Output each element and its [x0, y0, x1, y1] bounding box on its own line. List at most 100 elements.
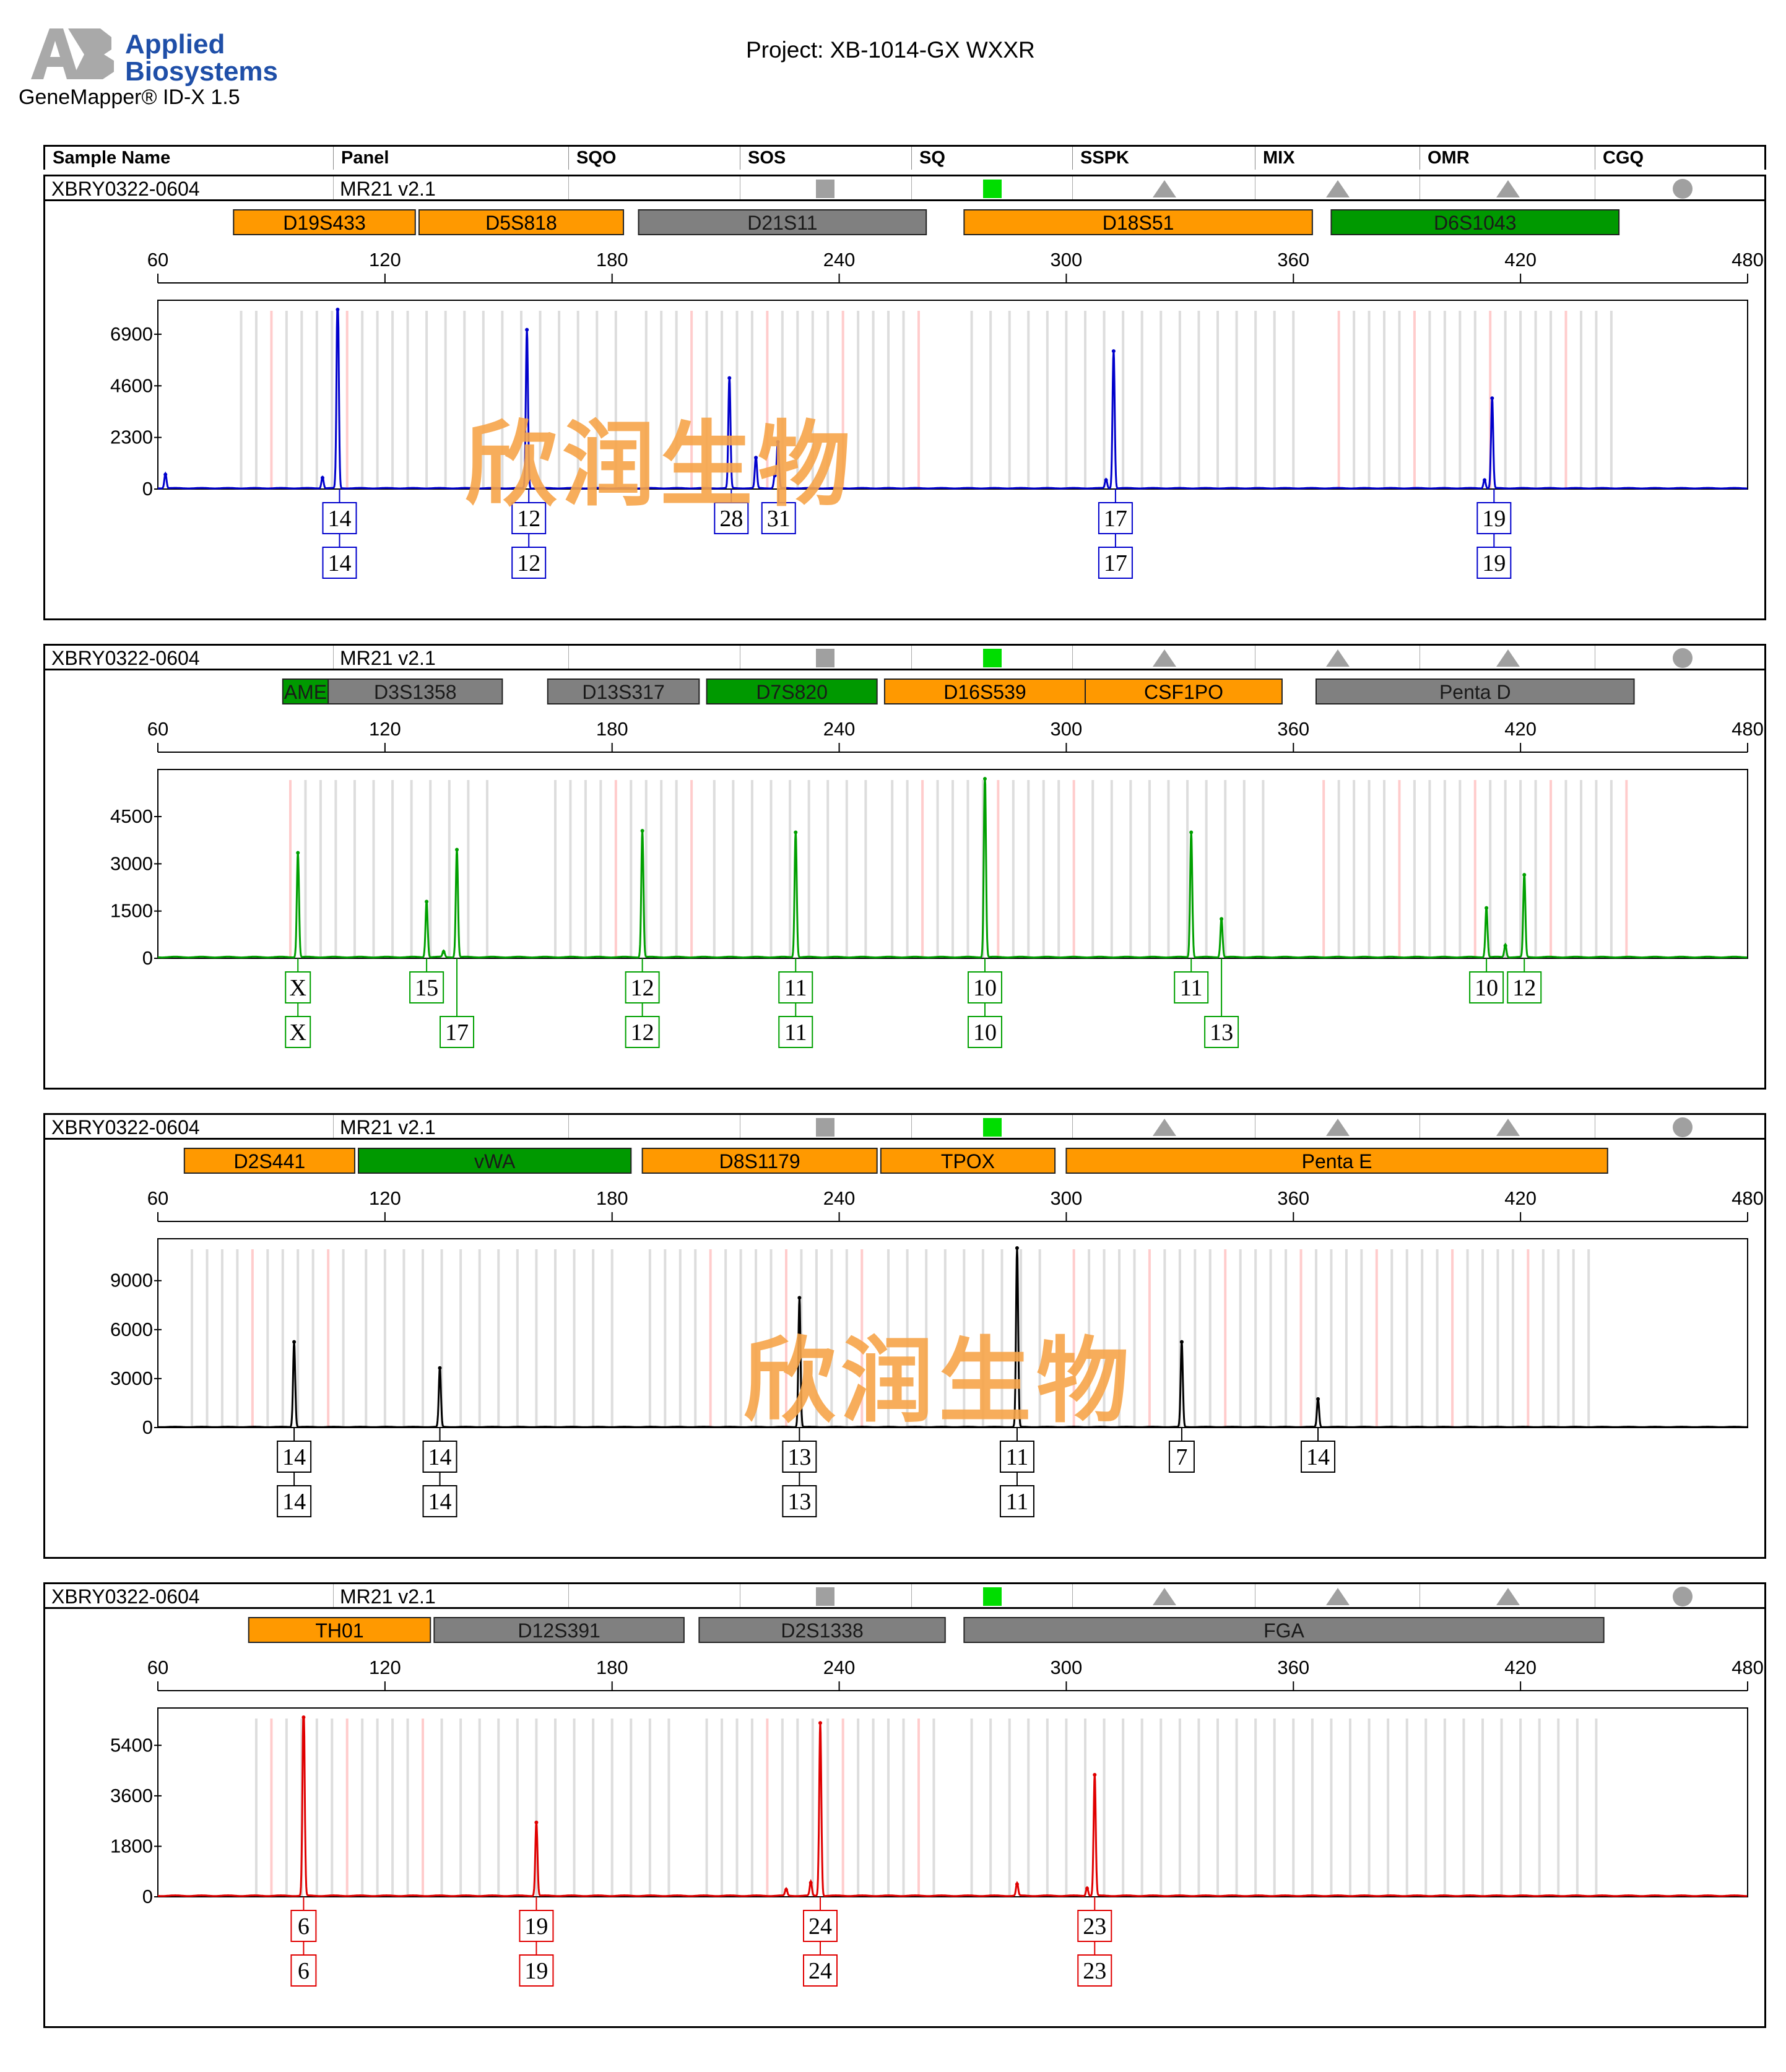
allele-box[interactable]	[1098, 547, 1133, 579]
col-sample-name[interactable]: Sample Name	[53, 148, 171, 168]
marker-fga[interactable]: FGA	[963, 1617, 1605, 1643]
allele-box[interactable]	[782, 1441, 817, 1473]
marker-tpox[interactable]: TPOX	[880, 1148, 1056, 1174]
allele-call[interactable]: 14 14	[277, 1428, 312, 1517]
allele-call[interactable]: 31	[761, 489, 796, 534]
marker-d7s820[interactable]: D7S820	[706, 678, 878, 704]
peak-point[interactable]	[1189, 830, 1194, 834]
col-sspk[interactable]: SSPK	[1072, 147, 1255, 170]
marker-bar[interactable]	[418, 209, 625, 235]
marker-vwa[interactable]: vWA	[358, 1148, 632, 1174]
peak-point[interactable]	[640, 828, 644, 833]
allele-box[interactable]	[1507, 971, 1542, 1003]
allele-box[interactable]	[277, 1485, 312, 1517]
allele-box[interactable]	[1204, 1016, 1239, 1048]
marker-ame[interactable]: AME	[282, 678, 329, 704]
marker-d8s1179[interactable]: D8S1179	[641, 1148, 878, 1174]
peak-point[interactable]	[1483, 478, 1487, 482]
allele-box[interactable]	[285, 1016, 311, 1048]
peak-point[interactable]	[534, 1820, 539, 1824]
allele-box[interactable]	[967, 971, 1002, 1003]
allele-box[interactable]	[1469, 971, 1504, 1003]
marker-d21s11[interactable]: D21S11	[638, 209, 927, 235]
allele-call[interactable]: 11	[1174, 958, 1209, 1003]
peak-point[interactable]	[301, 1715, 306, 1719]
marker-bar[interactable]	[433, 1617, 685, 1643]
col-panel[interactable]: Panel	[333, 147, 568, 170]
allele-box[interactable]	[1476, 502, 1512, 534]
allele-box[interactable]	[440, 1016, 475, 1048]
allele-call[interactable]: 14	[1301, 1428, 1336, 1473]
col-cgq[interactable]: CGQ	[1595, 147, 1768, 170]
peak-point[interactable]	[982, 777, 987, 781]
allele-box[interactable]	[1476, 547, 1512, 579]
peak-point[interactable]	[1104, 478, 1108, 482]
col-mix[interactable]: MIX	[1255, 147, 1420, 170]
peak-point[interactable]	[1503, 943, 1507, 948]
marker-d6s1043[interactable]: D6S1043	[1330, 209, 1620, 235]
peak-point[interactable]	[797, 1296, 802, 1300]
marker-d2s441[interactable]: D2S441	[183, 1148, 355, 1174]
allele-call[interactable]: 14 14	[322, 489, 357, 579]
col-sos[interactable]: SOS	[740, 147, 911, 170]
peak-point[interactable]	[441, 950, 446, 954]
allele-call[interactable]: 12 12	[625, 958, 660, 1048]
peak-point[interactable]	[455, 847, 459, 852]
allele-box[interactable]	[625, 1016, 660, 1048]
peak-point[interactable]	[1316, 1397, 1320, 1401]
peak-point[interactable]	[296, 851, 300, 855]
peak-point[interactable]	[1522, 873, 1527, 877]
peak-point[interactable]	[320, 475, 324, 480]
marker-d19s433[interactable]: D19S433	[233, 209, 416, 235]
allele-box[interactable]	[322, 547, 357, 579]
allele-box[interactable]	[519, 1954, 554, 1987]
peak-point[interactable]	[1179, 1340, 1184, 1344]
marker-penta-e[interactable]: Penta E	[1065, 1148, 1608, 1174]
marker-bar[interactable]	[1085, 678, 1283, 704]
marker-bar[interactable]	[641, 1148, 878, 1174]
allele-box[interactable]	[277, 1441, 312, 1473]
allele-box[interactable]	[625, 971, 660, 1003]
allele-box[interactable]	[803, 1954, 838, 1987]
peak-point[interactable]	[776, 440, 780, 444]
allele-box[interactable]	[322, 502, 357, 534]
peak-point[interactable]	[773, 474, 777, 478]
allele-box[interactable]	[511, 547, 547, 579]
allele-call[interactable]: 14 14	[422, 1428, 457, 1517]
marker-bar[interactable]	[698, 1617, 946, 1643]
marker-d16s539[interactable]: D16S539	[883, 678, 1086, 704]
allele-box[interactable]	[761, 502, 796, 534]
marker-bar[interactable]	[1330, 209, 1620, 235]
peak-point[interactable]	[425, 899, 429, 904]
marker-bar[interactable]	[358, 1148, 632, 1174]
marker-bar[interactable]	[327, 678, 503, 704]
allele-box[interactable]	[999, 1441, 1034, 1473]
peak-point[interactable]	[1093, 1772, 1097, 1777]
marker-bar[interactable]	[1315, 678, 1635, 704]
allele-box[interactable]	[1168, 1441, 1195, 1473]
allele-box[interactable]	[1174, 971, 1209, 1003]
allele-call[interactable]: XX	[285, 958, 311, 1048]
marker-d12s391[interactable]: D12S391	[433, 1617, 685, 1643]
allele-box[interactable]	[285, 971, 311, 1003]
peak-point[interactable]	[525, 327, 529, 332]
peak-point[interactable]	[1111, 349, 1116, 353]
marker-bar[interactable]	[547, 678, 700, 704]
marker-csf1po[interactable]: CSF1PO	[1085, 678, 1283, 704]
peak-point[interactable]	[1015, 1882, 1019, 1886]
allele-call[interactable]: 28	[714, 489, 749, 534]
peak-point[interactable]	[784, 1888, 788, 1892]
allele-box[interactable]	[1301, 1441, 1336, 1473]
sample-row[interactable]: XBRY0322-0604 MR21 v2.1	[45, 1115, 1764, 1140]
marker-d5s818[interactable]: D5S818	[418, 209, 625, 235]
marker-bar[interactable]	[1065, 1148, 1608, 1174]
allele-box[interactable]	[422, 1441, 457, 1473]
allele-call[interactable]: 15	[409, 958, 444, 1003]
marker-bar[interactable]	[638, 209, 927, 235]
marker-bar[interactable]	[248, 1617, 431, 1643]
marker-penta-d[interactable]: Penta D	[1315, 678, 1635, 704]
marker-d3s1358[interactable]: D3S1358	[327, 678, 503, 704]
